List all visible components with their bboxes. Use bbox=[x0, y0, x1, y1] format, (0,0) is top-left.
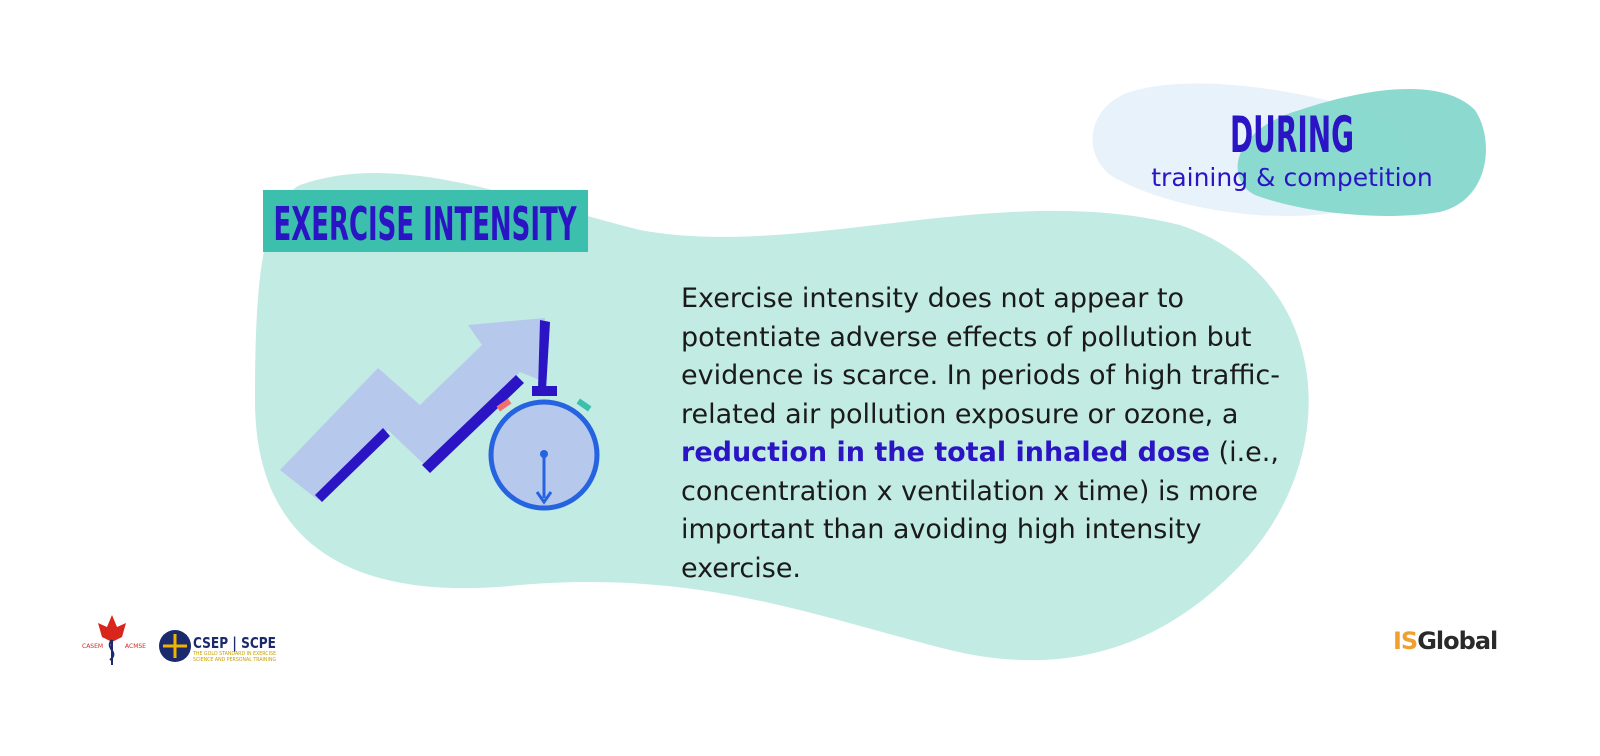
body-text-part: Exercise intensity does not appear to po… bbox=[681, 283, 1281, 430]
csep-tagline: THE GOLD STANDARD IN EXERCISE bbox=[192, 651, 276, 657]
isglobal-is: IS bbox=[1393, 627, 1417, 655]
body-text: Exercise intensity does not appear to po… bbox=[681, 280, 1281, 588]
casem-text: CASEM bbox=[82, 643, 103, 650]
corner-blob-teal bbox=[1237, 89, 1486, 216]
isglobal-global: Global bbox=[1417, 627, 1497, 655]
main-blob bbox=[255, 173, 1309, 661]
acmse-text: ACMSE bbox=[125, 643, 146, 650]
casem-logo: CASEM ACMSE bbox=[82, 615, 146, 665]
section-title: EXERCISE INTENSITY bbox=[274, 197, 577, 251]
header-title: DURING bbox=[1230, 106, 1354, 164]
header-subtitle: training & competition bbox=[1151, 163, 1433, 192]
body-text-highlight: reduction in the total inhaled dose bbox=[681, 437, 1210, 468]
csep-text: CSEP | SCPE bbox=[193, 634, 276, 653]
isglobal-logo: ISGlobal bbox=[1393, 627, 1497, 655]
intensity-icon bbox=[280, 318, 600, 511]
csep-tagline: SCIENCE AND PERSONAL TRAINING bbox=[193, 657, 276, 663]
body-text-part: (i.e., concentration x ventilation x tim… bbox=[681, 437, 1279, 584]
csep-logo: CSEP | SCPE THE GOLD STANDARD IN EXERCIS… bbox=[159, 630, 276, 663]
section-title-box bbox=[263, 190, 588, 252]
